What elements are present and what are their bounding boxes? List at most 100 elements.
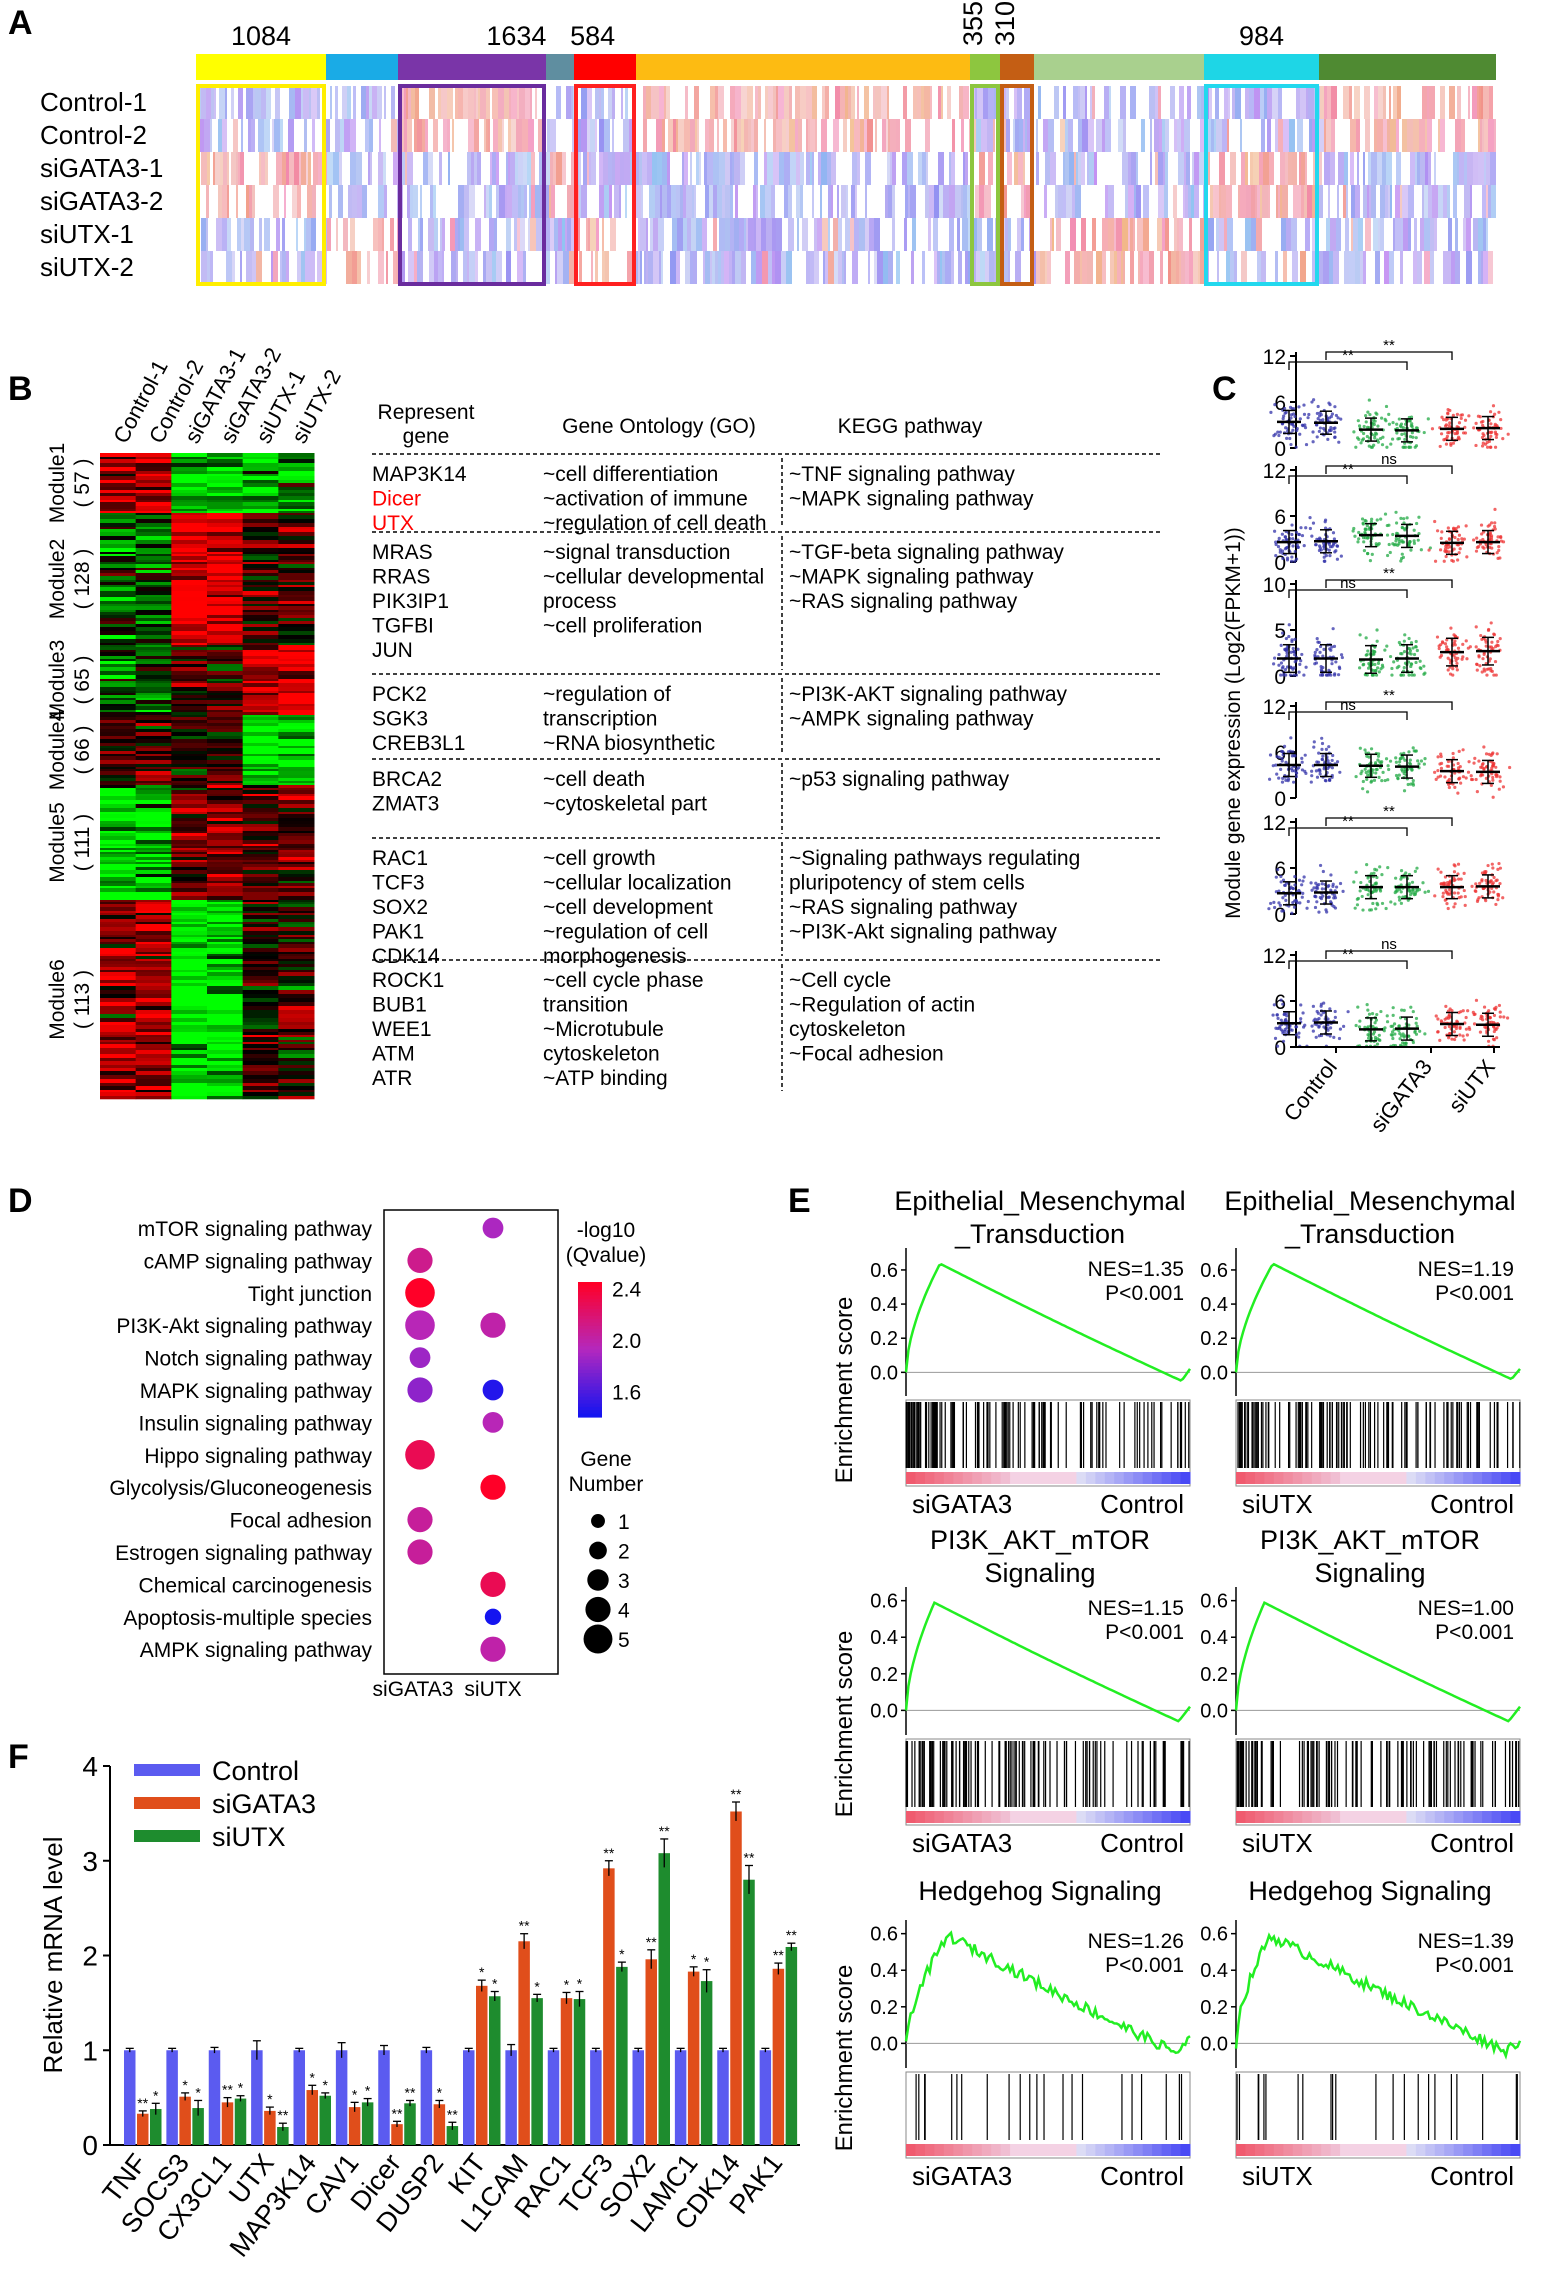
heatmap-cell	[1187, 86, 1191, 119]
data-point	[1422, 672, 1426, 676]
heatmap-cell	[171, 476, 208, 481]
data-point	[1317, 548, 1322, 553]
heatmap-cell	[100, 706, 137, 711]
heatmap-cell	[206, 218, 208, 251]
heatmap-cell	[963, 152, 965, 185]
heatmap-cell	[834, 251, 838, 284]
heatmap-cell	[278, 595, 315, 598]
heatmap-cell	[171, 483, 208, 488]
data-point	[1291, 544, 1295, 548]
heatmap-cell	[242, 544, 279, 549]
heatmap-cell	[135, 679, 172, 682]
heatmap-cell	[171, 915, 208, 920]
heatmap-cell	[798, 119, 802, 152]
heatmap-cell	[171, 754, 208, 757]
heatmap-cell	[1128, 152, 1131, 185]
heatmap-cell	[438, 86, 441, 119]
heatmap-cell	[234, 185, 236, 218]
heatmap-cell	[812, 86, 817, 119]
data-point	[1376, 424, 1380, 428]
heatmap-cell	[171, 720, 208, 724]
heatmap-cell	[1149, 86, 1155, 119]
heatmap-cell	[278, 1029, 315, 1033]
heatmap-cell	[1396, 119, 1399, 152]
heatmap-cell	[278, 911, 315, 914]
heatmap-cell	[1138, 86, 1141, 119]
heatmap-cell	[710, 251, 712, 284]
heatmap-cell	[332, 185, 338, 218]
heatmap-cell	[259, 218, 262, 251]
heatmap-cell	[776, 119, 782, 152]
heatmap-cell	[474, 119, 479, 152]
heatmap-cell	[297, 251, 301, 284]
data-point	[1408, 419, 1412, 423]
data-point	[1316, 760, 1321, 764]
heatmap-cell	[100, 476, 137, 481]
heatmap-cell	[599, 218, 602, 251]
heatmap-cell	[490, 119, 493, 152]
data-point	[1363, 536, 1368, 540]
heatmap-cell	[528, 119, 534, 152]
segment-count: 1084	[231, 21, 291, 51]
heatmap-cell	[1242, 119, 1247, 152]
heatmap-cell	[135, 954, 172, 957]
heatmap-cell	[1400, 251, 1403, 284]
heatmap-cell	[852, 152, 857, 185]
annotation-segment	[574, 54, 636, 80]
heatmap-cell	[639, 152, 642, 185]
heatmap-cell	[700, 185, 705, 218]
heatmap-cell	[242, 959, 279, 962]
heatmap-cell	[436, 185, 442, 218]
heatmap-cell	[1158, 86, 1161, 119]
data-point	[1402, 650, 1407, 654]
data-point	[1446, 779, 1450, 783]
data-point	[1403, 633, 1407, 637]
heatmap-cell	[171, 502, 208, 507]
heatmap-cell	[294, 119, 297, 152]
heatmap-cell	[242, 683, 279, 688]
heatmap-cell	[1445, 119, 1451, 152]
data-point	[1394, 760, 1398, 764]
heatmap-cell	[100, 601, 137, 605]
data-point	[1398, 540, 1402, 544]
heatmap-cell	[1076, 152, 1078, 185]
heatmap-cell	[135, 870, 172, 875]
heatmap-cell	[448, 152, 450, 185]
heatmap-cell	[242, 729, 279, 733]
heatmap-cell	[1036, 119, 1038, 152]
heatmap-cell	[343, 218, 348, 251]
heatmap-cell	[492, 86, 498, 119]
heatmap-cell	[207, 700, 244, 705]
heatmap-cell	[171, 704, 208, 707]
heatmap-cell	[100, 796, 137, 801]
heatmap-cell	[171, 536, 208, 541]
heatmap-cell	[242, 769, 279, 772]
data-point	[1486, 628, 1491, 632]
heatmap-cell	[918, 251, 922, 284]
header-gene: gene	[403, 425, 450, 448]
heatmap-cell	[229, 152, 231, 185]
data-point	[1398, 757, 1403, 761]
data-point	[1291, 750, 1295, 754]
data-point	[1413, 445, 1417, 449]
heatmap-cell	[601, 86, 604, 119]
heatmap-cell	[100, 552, 137, 555]
heatmap-cell	[242, 587, 279, 592]
heatmap-cell	[171, 778, 208, 782]
heatmap-cell	[100, 751, 137, 755]
represent-gene: SOX2	[372, 896, 428, 919]
heatmap-cell	[1278, 185, 1280, 218]
heatmap-cell	[100, 463, 137, 468]
heatmap-cell	[955, 185, 961, 218]
heatmap-cell	[100, 1065, 137, 1069]
heatmap-cell	[207, 942, 244, 945]
heatmap-cell	[135, 1048, 172, 1051]
data-point	[1385, 445, 1389, 449]
data-point	[1495, 752, 1499, 756]
data-point	[1378, 865, 1382, 869]
heatmap-cell	[844, 251, 846, 284]
data-point	[1372, 652, 1376, 656]
heatmap-cell	[242, 907, 279, 912]
heatmap-cell	[1493, 86, 1496, 119]
